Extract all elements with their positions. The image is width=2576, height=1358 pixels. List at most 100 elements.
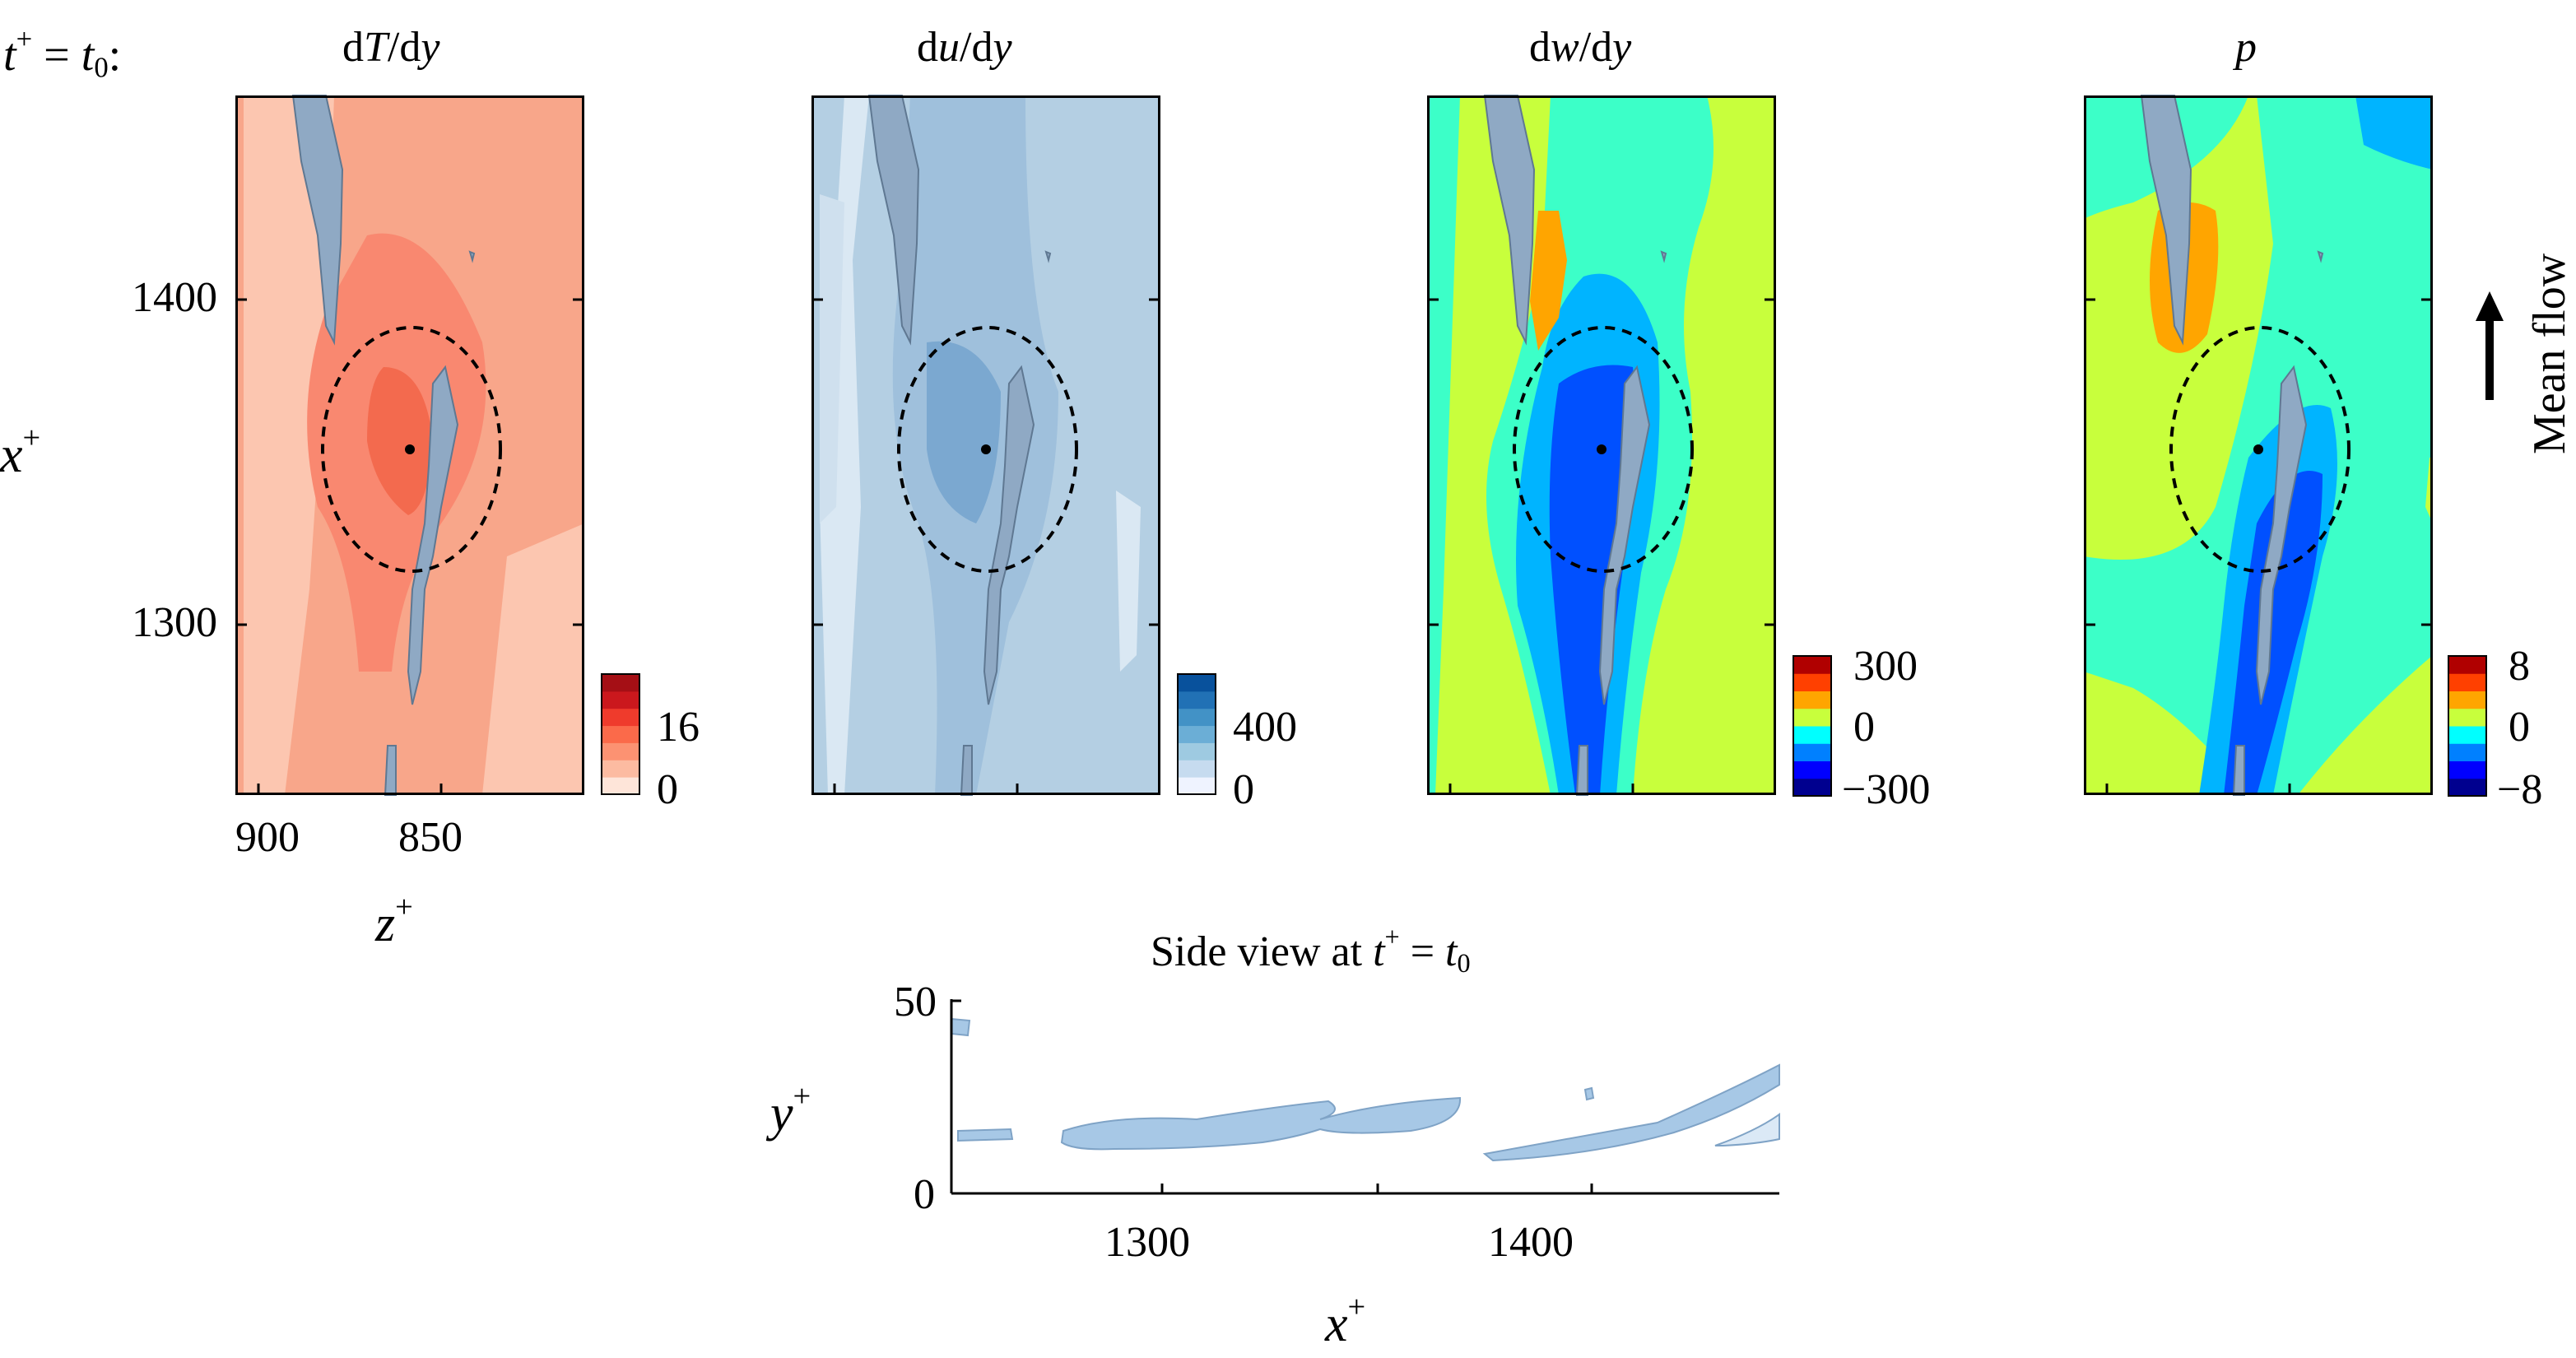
colorbar-swatch: [1178, 777, 1216, 795]
side-title-sup: +: [1384, 922, 1400, 951]
center-dot: [1597, 444, 1607, 454]
colorbar-swatch: [1178, 708, 1216, 727]
vortex-structure: [291, 95, 476, 796]
title-post: /d: [960, 24, 993, 71]
colorbar-swatch: [1178, 674, 1216, 692]
title-pre: d: [342, 24, 364, 71]
colorbar-tick: 0: [657, 766, 678, 813]
center-dot: [981, 444, 991, 454]
field-low-band: [482, 523, 584, 795]
panel-p: [2084, 95, 2433, 796]
time-label-sup: +: [16, 23, 33, 55]
tick-marks: [1427, 298, 1776, 795]
side-title-sub: 0: [1457, 948, 1471, 979]
colorbar-swatch: [1793, 760, 1831, 779]
colorbar-swatch: [1793, 656, 1831, 674]
colorbar-swatch: [2448, 726, 2486, 744]
side-x-label-text: x: [1325, 1295, 1348, 1352]
side-x-tick-1400: 1400: [1488, 1219, 1574, 1266]
panel-dudy: [811, 95, 1160, 796]
colorbar-swatch: [1178, 760, 1216, 778]
colorbar-swatch: [1793, 708, 1831, 727]
z-label-sup: +: [395, 890, 413, 924]
x-label-sup: +: [22, 421, 41, 455]
colorbar-tick: 0: [2509, 704, 2530, 751]
time-label-t: t: [3, 30, 16, 81]
colorbar-p: [2448, 655, 2487, 797]
colorbar-swatch: [1793, 691, 1831, 709]
side-view-title: Side view at t+ = t0: [1151, 922, 1471, 979]
colorbar-tick: 0: [1233, 766, 1254, 813]
colorbar-swatch: [1178, 691, 1216, 709]
panel-frame-p: [2084, 95, 2433, 795]
y-tick-1400: 1400: [132, 274, 217, 321]
side-y-axis-label: y+: [770, 1078, 811, 1143]
dashed-ellipse: [321, 326, 502, 573]
colorbar-swatch: [1793, 726, 1831, 744]
z-tick-900: 900: [235, 814, 300, 861]
colorbar-swatch: [2448, 656, 2486, 674]
colorbar-tick: −300: [1842, 766, 1931, 813]
colorbar-swatch: [2448, 708, 2486, 727]
dashed-ellipse: [2169, 326, 2350, 573]
side-title-t0: t: [1445, 928, 1458, 976]
side-view-plot: [950, 999, 1780, 1195]
colorbar-dwdy: [1793, 655, 1832, 797]
side-y-label-text: y: [770, 1085, 793, 1142]
time-label-t0: t: [81, 30, 95, 81]
side-y-tick-0: 0: [914, 1171, 935, 1218]
tick-marks: [2084, 298, 2433, 795]
panel-frame-dudy: [811, 95, 1160, 795]
side-structures: [951, 1017, 1780, 1162]
y-tick-1300: 1300: [132, 599, 217, 646]
colorbar-swatch: [602, 708, 639, 727]
title-pre: d: [1529, 24, 1551, 71]
colorbar-swatch: [602, 760, 639, 778]
mean-flow-arrow-icon: [2476, 291, 2504, 400]
panel-title-dudy: du/dy: [917, 23, 1012, 72]
colorbar-swatch: [2448, 673, 2486, 691]
time-label: t+ = t0:: [3, 23, 121, 85]
colorbar-swatch: [2448, 691, 2486, 709]
field-low-band: [244, 95, 334, 795]
dashed-ellipse: [1513, 326, 1694, 573]
panel-dTdy: [235, 95, 584, 796]
colorbar-tick: 8: [2509, 643, 2530, 690]
colorbar-tick: 300: [1853, 643, 1918, 690]
x-label-text: x: [0, 426, 23, 483]
time-label-colon: :: [108, 30, 122, 81]
field-high: [367, 367, 433, 515]
colorbar-swatch: [2448, 778, 2486, 797]
colorbar-tick: 400: [1233, 704, 1297, 751]
tick-marks: [811, 298, 1160, 795]
colorbar-swatch: [1793, 778, 1831, 797]
x-axis-label: x+: [0, 420, 40, 485]
mean-flow-label: Mean flow: [2524, 253, 2575, 454]
title-var: p: [2235, 24, 2257, 71]
colorbar-swatch: [602, 725, 639, 743]
side-title-t: t: [1373, 928, 1385, 976]
side-title-eq: =: [1399, 928, 1446, 976]
colorbar-swatch: [602, 777, 639, 795]
panel-title-dwdy: dw/dy: [1529, 23, 1631, 72]
colorbar-tick: −8: [2497, 766, 2543, 813]
colorbar-tick: 0: [1853, 704, 1875, 751]
z-axis-label: z+: [375, 889, 413, 954]
colorbar-swatch: [1178, 742, 1216, 760]
title-var: u: [938, 24, 960, 71]
side-y-label-sup: +: [793, 1079, 811, 1114]
colorbar-dudy: [1177, 673, 1216, 795]
panel-title-dTdy: dT/dy: [342, 23, 439, 72]
colorbar-dTdy: [601, 673, 640, 795]
colorbar-swatch: [2448, 760, 2486, 779]
panel-frame-dTdy: [235, 95, 584, 795]
title-y: y: [421, 24, 440, 71]
colorbar-swatch: [1793, 673, 1831, 691]
title-post: /d: [387, 24, 421, 71]
title-pre: d: [917, 24, 938, 71]
side-y-tick-50: 50: [894, 979, 937, 1025]
panel-frame-dwdy: [1427, 95, 1776, 795]
z-label-text: z: [375, 895, 396, 952]
time-label-eq: =: [32, 30, 81, 81]
